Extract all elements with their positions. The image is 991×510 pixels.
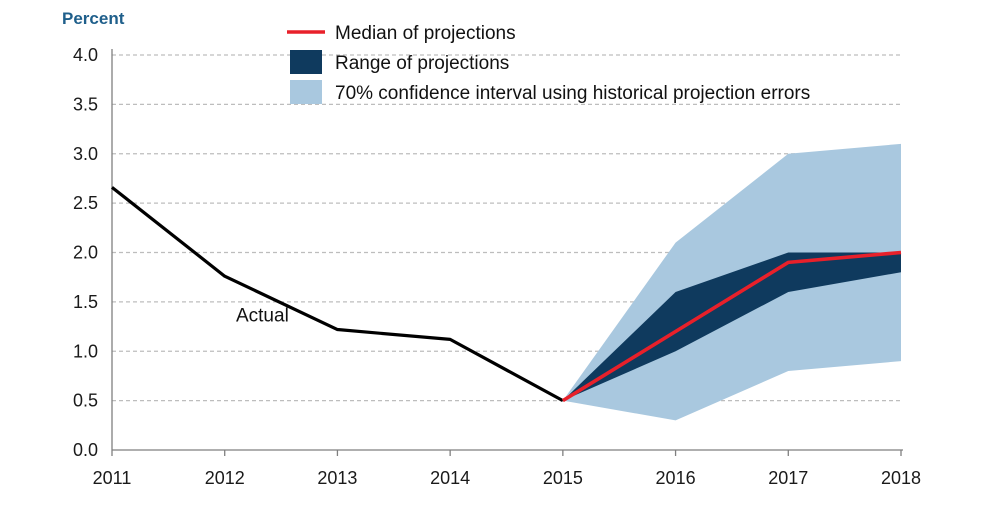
x-tick-label: 2015 [543, 468, 583, 488]
y-tick-label: 4.0 [73, 45, 98, 65]
x-tick-label: 2013 [317, 468, 357, 488]
actual-annotation: Actual [236, 306, 289, 327]
legend-swatch-range [290, 50, 322, 74]
y-tick-label: 2.5 [73, 193, 98, 213]
legend-swatch-confidence [290, 80, 322, 104]
legend-item: 70% confidence interval using historical… [290, 80, 810, 104]
median-line [561, 250, 902, 403]
x-tick-label: 2012 [205, 468, 245, 488]
legend-item: Median of projections [287, 23, 516, 44]
x-tick-label: 2014 [430, 468, 470, 488]
y-tick-label: 3.5 [73, 94, 98, 114]
y-tick-label: 3.0 [73, 144, 98, 164]
x-tick-label: 2017 [768, 468, 808, 488]
y-axis-label: Percent [62, 9, 125, 28]
axes [111, 49, 903, 456]
annotations: Actual [236, 306, 289, 327]
range-band [562, 252, 901, 401]
x-tick-label: 2018 [881, 468, 921, 488]
y-tick-label: 1.0 [73, 341, 98, 361]
legend-item: Range of projections [290, 50, 509, 74]
bands [562, 143, 901, 421]
y-tick-label: 0.0 [73, 440, 98, 460]
lines [111, 186, 902, 403]
tick-labels: 0.0 0.5 1.0 1.5 2.0 2.5 3.0 3.5 4.0 2011 2012 2013 2… [73, 45, 921, 488]
y-tick-label: 0.5 [73, 391, 98, 411]
legend-label: Range of projections [335, 53, 509, 74]
x-tick-label: 2016 [656, 468, 696, 488]
actual-line [111, 186, 564, 403]
legend-label: Median of projections [335, 23, 516, 44]
gridlines [112, 54, 901, 402]
y-tick-label: 1.5 [73, 292, 98, 312]
legend-label: 70% confidence interval using historical… [335, 83, 810, 104]
legend: Median of projections Range of projection… [287, 23, 810, 104]
x-tick-label: 2011 [93, 468, 132, 488]
y-tick-label: 2.0 [73, 243, 98, 263]
